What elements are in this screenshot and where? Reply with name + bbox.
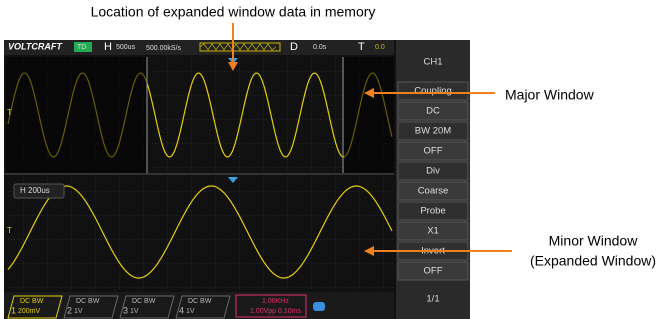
menu-item[interactable]: BW 20M [415,126,452,137]
channel-number: 1 [11,305,16,315]
channel-number: 2 [67,305,72,315]
trig-level: 0.0 [375,44,385,51]
channel-coupling: DC BW [188,298,212,305]
menu-item[interactable]: Coupling [414,86,452,97]
menu-item[interactable]: OFF [424,266,443,277]
channel-scale: 1V [74,308,83,315]
channel-number: 3 [123,305,128,315]
top-bar [4,40,394,55]
page: VOLTCRAFT TD H 500us 500.00kS/s D 0.0s T… [0,0,669,319]
channel-number: 4 [179,305,184,315]
dim-right [344,57,394,173]
timebase: 500us [116,44,136,51]
channel-scale: 1V [186,308,195,315]
screenshot: VOLTCRAFT TD H 500us 500.00kS/s D 0.0s T… [0,0,669,319]
ch1-marker: T [7,226,12,235]
trigger-info: 1.00Vpp 0.10ms [250,308,301,315]
menu-item[interactable]: OFF [424,146,443,157]
brand: VOLTCRAFT [8,41,63,51]
mode: TD [77,44,86,51]
dim-left [6,57,147,173]
annotation: (Expanded Window) [530,253,656,269]
channel-coupling: DC BW [76,298,100,305]
menu-item[interactable]: DC [426,106,440,117]
annotation: Location of expanded window data in memo… [91,4,376,20]
sample-rate: 500.00kS/s [146,45,182,52]
menu-item[interactable]: Coarse [418,186,449,197]
annotation: Minor Window [549,233,639,249]
ch1-marker: T [7,108,12,117]
channel-coupling: DC BW [20,298,44,305]
menu-page[interactable]: 1/1 [426,294,439,305]
trigger-freq: 1.00KHz [262,298,289,305]
menu-item[interactable]: Div [426,166,440,177]
delay: 0.0s [313,44,327,51]
annotation: Major Window [505,87,595,103]
menu-title[interactable]: CH1 [423,57,442,68]
channel-scale: 1V [130,308,139,315]
channel-scale: 200mV [18,308,41,315]
channel-coupling: DC BW [132,298,156,305]
t-label: T [358,41,365,53]
d-label: D [290,41,298,53]
h-label: H [104,41,112,53]
menu-item[interactable]: Probe [420,206,445,217]
usb-icon [313,302,325,311]
menu-item[interactable]: X1 [427,226,439,237]
minor-label: H 200us [20,186,50,195]
